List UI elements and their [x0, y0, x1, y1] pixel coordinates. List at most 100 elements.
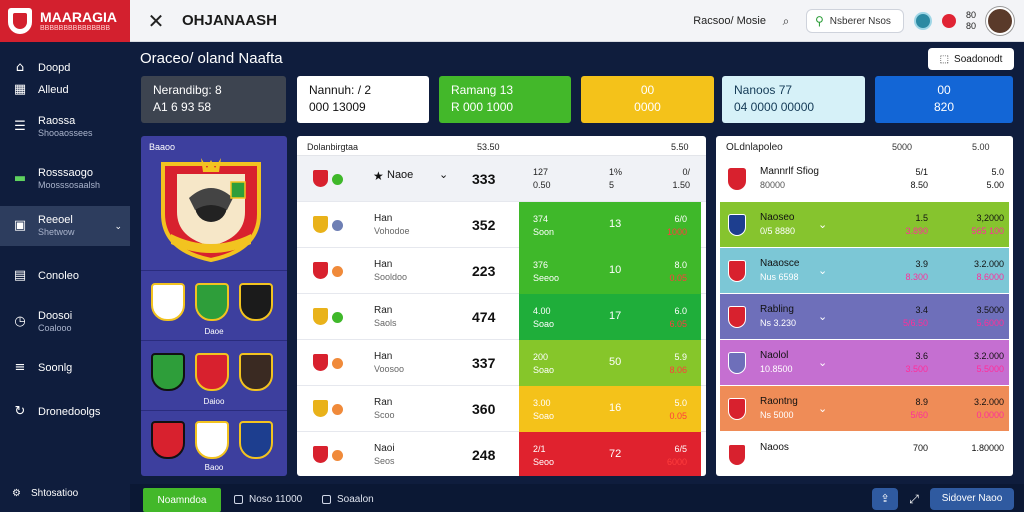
sidebar-item-0[interactable]: ⌂ Doopd: [0, 48, 130, 88]
expand-icon[interactable]: ⤢: [909, 492, 919, 506]
kpi-card[interactable]: Nanoos 77 04 0000 00000: [722, 76, 865, 123]
export-button[interactable]: ⬚ Soadonodt: [928, 48, 1014, 70]
bottom-link[interactable]: Noso 11000: [234, 494, 302, 505]
chevron-down-icon[interactable]: ⌄: [818, 265, 828, 277]
club-crest-icon[interactable]: [153, 154, 269, 262]
close-icon[interactable]: ✕: [147, 8, 165, 33]
odds-value: 3.9 8.300: [896, 258, 928, 284]
list-item[interactable]: Naoos 700 1.80000: [720, 432, 1009, 476]
kpi-card[interactable]: Nannuh: / 2 000 13009: [297, 76, 429, 123]
globe-icon[interactable]: [913, 12, 932, 30]
club-badge-icon[interactable]: [151, 421, 185, 459]
club-badge-icon[interactable]: [239, 353, 273, 391]
list-item-sub: 80000: [760, 180, 786, 190]
odds-sub: 565 100: [971, 226, 1004, 236]
kpi-value: 000 13009: [309, 100, 366, 114]
kpi-label: Nerandibg: 8: [153, 83, 222, 97]
list-item[interactable]: Mannrlf Sfiog 80000 5/1 8.50 5.0 5.00: [720, 156, 1009, 201]
primary-button[interactable]: Noamndoa: [143, 488, 221, 512]
row-stat-sub: Soao: [533, 411, 555, 421]
sidebar-item-4[interactable]: ▣ Reeoel Shetwow ⌄: [0, 206, 130, 246]
row-name: Naoe: [387, 169, 414, 181]
club-crest-icon: [728, 352, 746, 374]
club-crest-icon: [728, 214, 746, 236]
share-icon[interactable]: ⇪: [872, 488, 898, 510]
chevron-down-icon[interactable]: ⌄: [818, 403, 828, 415]
kpi-value: 04 0000 00000: [734, 100, 815, 114]
clubs-panel: Baaoo Daoe Daioo Baoo: [141, 136, 287, 476]
nav-link[interactable]: Racsoo/ Mosie: [693, 15, 766, 27]
sidebar-item-label: Dronedoolgs: [38, 405, 101, 418]
list-item[interactable]: Raontng Ns 5000 ⌄ 8.9 5/60 3.2.000 0.0000: [720, 386, 1009, 431]
notification-icon[interactable]: [941, 14, 956, 28]
table-row[interactable]: Han Vohodoe 352 374 Soon 13 6/0 1000: [297, 202, 706, 248]
sidebar-item-1[interactable]: ▦ Alleud: [0, 70, 130, 110]
row-stat-main: 6/5: [674, 444, 687, 454]
kpi-card[interactable]: Nerandibg: 8 A1 6 93 58: [141, 76, 286, 123]
sidebar-item-5[interactable]: ▤ Conoleo: [0, 256, 130, 296]
sidebar-footer[interactable]: ⚙ Shtosatioo: [12, 488, 78, 499]
table-row[interactable]: Ran Saols 474 4.00 Soao 17 6.0 6.05: [297, 294, 706, 340]
row-stat: 200 Soao: [533, 351, 554, 377]
club-badge-icon[interactable]: [195, 283, 229, 321]
odds-main: 3,2000: [976, 213, 1004, 223]
sidebar-item-label: Alleud: [38, 83, 69, 96]
sidebar-item-3[interactable]: ▬ Rosssaogo Moosssosaalsh: [0, 159, 130, 199]
table-row[interactable]: Han Sooldoo 223 376 Seeoo 10 8.0 0.05: [297, 248, 706, 294]
list-item-sub: 10.8500: [760, 364, 793, 374]
chevron-down-icon[interactable]: ⌄: [818, 311, 828, 323]
row-stat-main: 374: [533, 214, 549, 224]
chevron-down-icon: ⌄: [114, 220, 122, 231]
chevron-down-icon[interactable]: ⌄: [818, 357, 828, 369]
avatar[interactable]: [986, 7, 1014, 35]
row-stat-cell[interactable]: 3.00 Soao 16 5.0 0.05: [519, 386, 701, 432]
club-crest-icon: [313, 354, 328, 371]
table-header: Dolanbirgtaa 53.50 5.50: [297, 136, 706, 156]
club-badge-icon[interactable]: [151, 283, 185, 321]
club-badge-icon[interactable]: [195, 421, 229, 459]
sidebar-item-label: Raossa: [38, 115, 76, 127]
row-stat-mid: 72: [609, 448, 622, 460]
odds-main: 8.9: [915, 397, 928, 407]
kpi-card[interactable]: 00 0000: [581, 76, 714, 123]
search-input[interactable]: ⚲ Nsberer Nsos: [805, 9, 904, 33]
list-item[interactable]: Naoseo 0/5 8880 ⌄ 1.5 3.890 3,2000 565 100: [720, 202, 1009, 247]
top-bar: ✕ OHJANAASH Racsoo/ Mosie ⌕ ⚲ Nsberer Nso…: [130, 0, 1024, 42]
club-badge-icon[interactable]: [239, 283, 273, 321]
sidebar-item-2[interactable]: ☰ Raossa Shooaossees: [0, 107, 130, 147]
list-item[interactable]: Rabling Ns 3.230 ⌄ 3.4 5/6.50 3.5000 5.6000: [720, 294, 1009, 339]
row-stat-cell[interactable]: 374 Soon 13 6/0 1000: [519, 202, 701, 248]
table-row[interactable]: Naoi Seos 248 2/1 Seoo 72 6/5 6000: [297, 432, 706, 476]
bottom-link[interactable]: Soaalon: [322, 494, 374, 505]
row-stat-cell[interactable]: 376 Seeoo 10 8.0 0.05: [519, 248, 701, 294]
list-item[interactable]: Naaosce Nus 6598 ⌄ 3.9 8.300 3.2.000 8.6000: [720, 248, 1009, 293]
status-dot-icon: [332, 266, 343, 277]
row-stat-cell[interactable]: 200 Soao 50 5.9 8.06: [519, 340, 701, 386]
search-icon[interactable]: ⌕: [782, 13, 790, 28]
row-stat-cell[interactable]: 2/1 Seoo 72 6/5 6000: [519, 432, 701, 476]
table-row[interactable]: Ran Scoo 360 3.00 Soao 16 5.0 0.05: [297, 386, 706, 432]
table-row[interactable]: ★ Naoe ⌄ 333 127 0.50 1% 5 0/1.50: [297, 156, 706, 202]
club-badge-icon[interactable]: [151, 353, 185, 391]
club-badge-icon[interactable]: [239, 421, 273, 459]
sidebar-item-7[interactable]: ≡ Soonlg: [0, 348, 130, 388]
panel-title: OLdnlapoleo: [726, 142, 783, 153]
odds-sub: 5/6.50: [902, 318, 928, 328]
clubs-header: Baaoo: [149, 142, 176, 152]
kpi-card[interactable]: 00 820: [875, 76, 1013, 123]
brand-logo[interactable]: MAARAGIA BBBBBBBBBBBBBBB: [0, 0, 130, 42]
row-stat-cell[interactable]: 4.00 Soao 17 6.0 6.05: [519, 294, 701, 340]
club-badge-icon[interactable]: [195, 353, 229, 391]
row-stat-mid: 16: [609, 402, 622, 414]
sidebar-item-6[interactable]: ◷ Doosoi Coalooo: [0, 302, 130, 342]
row-stat: 6/0 1000: [667, 213, 687, 239]
cta-button[interactable]: Sidover Naoo: [930, 488, 1014, 510]
chevron-down-icon[interactable]: ⌄: [818, 219, 828, 231]
chevron-down-icon[interactable]: ⌄: [439, 169, 449, 181]
sidebar-item-8[interactable]: ↻ Dronedoolgs: [0, 392, 130, 432]
kpi-value: A1 6 93 58: [153, 100, 212, 114]
list-item[interactable]: Naolol 10.8500 ⌄ 3.6 3.500 3.2.000 5.5000: [720, 340, 1009, 385]
search-glass-icon: ⚲: [814, 14, 824, 28]
table-row[interactable]: Han Voosoo 337 200 Soao 50 5.9 8.06: [297, 340, 706, 386]
kpi-card[interactable]: Ramang 13 R 000 1000: [439, 76, 571, 123]
